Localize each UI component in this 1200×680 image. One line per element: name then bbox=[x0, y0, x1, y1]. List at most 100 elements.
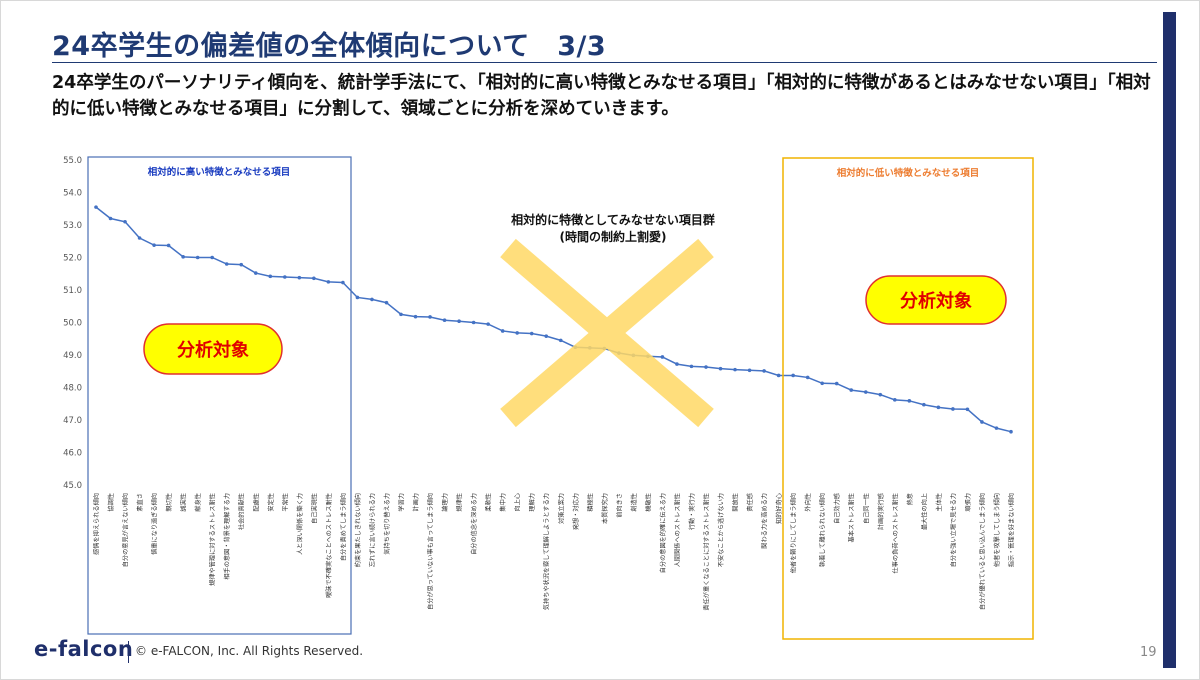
svg-text:分析対象: 分析対象 bbox=[900, 290, 972, 312]
x-tick-label: 計画力 bbox=[412, 493, 420, 512]
footer-separator bbox=[128, 641, 129, 663]
x-axis-labels: 感情を抑えられる傾向 協調性 自分の意見が言えない傾向 素直さ 慎重になり過ぎる傾向 親切… bbox=[93, 493, 1016, 611]
x-tick-label: 人と深い関係を築く力 bbox=[296, 493, 304, 555]
data-point bbox=[704, 365, 708, 369]
y-tick-label: 50.0 bbox=[63, 319, 82, 329]
slide-title: 24卒学生の偏差値の全体傾向について 3/3 bbox=[52, 31, 607, 62]
data-point bbox=[733, 367, 737, 372]
data-point bbox=[500, 329, 505, 333]
x-tick-label: 責任感 bbox=[746, 493, 754, 512]
x-tick-label: 自己実現性 bbox=[310, 493, 318, 524]
x-tick-label: 外向性 bbox=[804, 493, 812, 512]
y-tick-label: 49.0 bbox=[63, 351, 82, 361]
excluded-cross-mark bbox=[500, 238, 714, 428]
x-tick-label: 指示・管理を好まない傾向 bbox=[1008, 493, 1016, 567]
data-point bbox=[341, 280, 345, 285]
data-point bbox=[529, 331, 534, 336]
data-point bbox=[515, 331, 519, 335]
data-point bbox=[181, 255, 185, 259]
data-point bbox=[994, 426, 999, 430]
x-tick-label: 相手の意図・背景を理解する力 bbox=[223, 493, 231, 580]
company-logo: e-falcon bbox=[34, 637, 134, 661]
data-point bbox=[718, 366, 723, 371]
x-tick-label: 忘れずに言い続けられる力 bbox=[368, 493, 376, 567]
data-point bbox=[268, 274, 273, 279]
x-tick-label: 誠実性 bbox=[180, 493, 188, 512]
y-tick-label: 52.0 bbox=[63, 254, 82, 264]
data-point bbox=[922, 402, 926, 407]
x-tick-label: 対策立案力 bbox=[557, 493, 565, 524]
x-tick-label: 人間関係へのストレス耐性 bbox=[673, 493, 681, 567]
data-point bbox=[442, 318, 447, 323]
x-tick-label: 創造性 bbox=[630, 493, 638, 512]
x-tick-label: 自分の意見が言えない傾向 bbox=[122, 493, 130, 567]
x-tick-label: 自分の意図を的確に伝える力 bbox=[659, 493, 667, 573]
data-point bbox=[253, 271, 258, 275]
x-tick-label: 不安なことから逃げない力 bbox=[717, 493, 725, 567]
slide-subtitle: 24卒学生のパーソナリティ傾向を、統計学手法にて、「相対的に高い特徴とみなせる項… bbox=[52, 73, 1151, 119]
data-point bbox=[820, 381, 824, 386]
deviation-line-chart: 45.0 46.0 47.0 48.0 49.0 50.0 51.0 52.0 53.0 54.0… bbox=[63, 156, 1034, 640]
x-tick-label: 頑張力 bbox=[964, 493, 972, 512]
page-number: 19 bbox=[1140, 645, 1157, 660]
x-tick-label: 関わる力を高める力 bbox=[761, 493, 769, 549]
data-point bbox=[370, 297, 374, 302]
x-tick-label: 熱意 bbox=[906, 493, 914, 505]
x-tick-label: 理解力 bbox=[528, 493, 536, 512]
x-tick-label: 献身性 bbox=[194, 493, 202, 512]
data-point bbox=[471, 320, 476, 325]
high-features-box bbox=[87, 156, 352, 635]
y-axis: 45.0 46.0 47.0 48.0 49.0 50.0 51.0 52.0 53.0 54.0… bbox=[63, 156, 82, 491]
data-point bbox=[965, 407, 970, 412]
data-point bbox=[283, 275, 287, 279]
x-tick-label: 論理力 bbox=[441, 493, 449, 512]
data-point bbox=[399, 312, 403, 317]
x-tick-label: 他者を攻撃してしまう傾向 bbox=[993, 493, 1001, 567]
x-tick-label: 主体性 bbox=[935, 493, 943, 512]
data-point bbox=[863, 390, 868, 394]
data-point bbox=[907, 399, 912, 403]
data-point bbox=[747, 368, 752, 373]
x-tick-label: 慎重になり過ぎる傾向 bbox=[151, 493, 159, 555]
y-tick-label: 51.0 bbox=[63, 286, 82, 296]
x-tick-label: 開放性 bbox=[732, 493, 740, 512]
x-tick-label: 自分を責めてしまう傾向 bbox=[339, 493, 347, 561]
y-tick-label: 53.0 bbox=[63, 221, 82, 231]
data-point bbox=[805, 375, 810, 380]
x-tick-label: 基本ストレス耐性 bbox=[848, 493, 856, 543]
svg-text:分析対象: 分析対象 bbox=[177, 339, 249, 361]
data-point bbox=[689, 364, 694, 369]
x-tick-label: 執着して離れられない傾向 bbox=[819, 493, 827, 567]
x-tick-label: 仕事の負荷へのストレス耐性 bbox=[891, 493, 899, 573]
data-point bbox=[166, 243, 171, 248]
x-tick-label: 規律や管理に対するストレス耐性 bbox=[209, 493, 217, 586]
x-tick-label: 協調性 bbox=[107, 493, 115, 512]
data-point bbox=[210, 255, 214, 260]
x-tick-label: 発想・対応力 bbox=[572, 493, 580, 530]
x-tick-label: 自分が優れていると思い込んでしまう傾向 bbox=[978, 493, 986, 610]
low-features-label: 相対的に低い特徴とみなせる項目 bbox=[837, 167, 980, 179]
data-point bbox=[762, 369, 766, 373]
data-point bbox=[980, 420, 984, 424]
x-tick-label: 他者を頼りにしてしまう傾向 bbox=[790, 493, 798, 573]
high-features-label: 相対的に高い特徴とみなせる項目 bbox=[148, 166, 291, 178]
data-point bbox=[326, 280, 331, 284]
data-point bbox=[936, 405, 941, 410]
x-tick-label: 集中力 bbox=[499, 493, 507, 512]
x-tick-label: 素直さ bbox=[136, 493, 144, 512]
x-tick-label: 親切性 bbox=[165, 493, 173, 512]
data-point bbox=[239, 262, 244, 267]
data-point bbox=[1009, 429, 1013, 434]
x-tick-label: 曖昧で不確実なことへのストレス耐性 bbox=[325, 493, 333, 598]
data-point bbox=[413, 314, 418, 319]
x-tick-label: 社会的貢献性 bbox=[238, 493, 246, 530]
data-point bbox=[776, 373, 781, 378]
x-tick-label: 自分が思っていない事も言ってしまう傾向 bbox=[427, 493, 435, 610]
x-tick-label: 自分の信念を深める力 bbox=[470, 493, 478, 555]
data-point bbox=[457, 319, 461, 323]
data-point bbox=[355, 295, 360, 300]
middle-features-note: (時間の制約上割愛) bbox=[560, 229, 667, 244]
y-tick-label: 55.0 bbox=[63, 156, 82, 166]
data-point bbox=[137, 236, 142, 240]
right-accent-bar bbox=[1163, 12, 1176, 668]
